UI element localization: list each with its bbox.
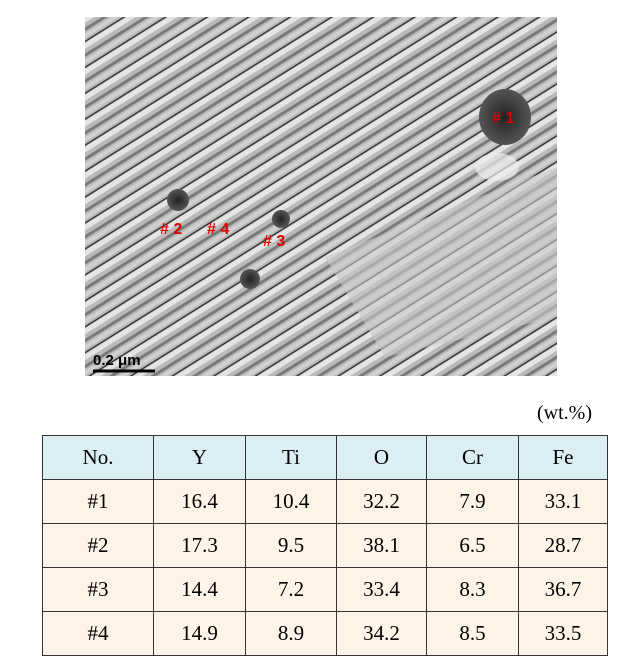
table-cell: 33.1 bbox=[518, 479, 608, 524]
table-cell: 14.9 bbox=[153, 611, 246, 656]
micrograph: # 1 # 2 # 4 # 3 0.2 μm bbox=[85, 17, 557, 376]
point-label: # 2 bbox=[160, 221, 182, 238]
table-cell: 10.4 bbox=[245, 479, 337, 524]
composition-table: No. Y Ti O Cr Fe #1 16.4 10.4 32.2 7.9 33.1 #2 17.3 9… bbox=[42, 435, 608, 656]
header-row: No. Y Ti O Cr Fe bbox=[42, 435, 608, 480]
header-cell: Ti bbox=[245, 435, 337, 480]
table-cell: 33.5 bbox=[518, 611, 608, 656]
table-row: #3 14.4 7.2 33.4 8.3 36.7 bbox=[42, 567, 608, 612]
point-label: # 3 bbox=[263, 233, 285, 250]
header-cell: Fe bbox=[518, 435, 608, 480]
table-cell: 6.5 bbox=[426, 523, 519, 568]
table-cell: 8.5 bbox=[426, 611, 519, 656]
particle-halo bbox=[475, 153, 519, 181]
header-cell: Cr bbox=[426, 435, 519, 480]
point-label: # 4 bbox=[207, 221, 229, 238]
table-cell: 34.2 bbox=[336, 611, 427, 656]
table-cell: #2 bbox=[42, 523, 154, 568]
header-cell: Y bbox=[153, 435, 246, 480]
table-cell: 32.2 bbox=[336, 479, 427, 524]
table-cell: #3 bbox=[42, 567, 154, 612]
table-row: #2 17.3 9.5 38.1 6.5 28.7 bbox=[42, 523, 608, 568]
table-cell: 28.7 bbox=[518, 523, 608, 568]
table-row: #1 16.4 10.4 32.2 7.9 33.1 bbox=[42, 479, 608, 524]
table-row: #4 14.9 8.9 34.2 8.5 33.5 bbox=[42, 611, 608, 656]
table-cell: 38.1 bbox=[336, 523, 427, 568]
table-cell: 17.3 bbox=[153, 523, 246, 568]
grain bbox=[325, 167, 557, 357]
particle bbox=[240, 269, 260, 289]
table-cell: 16.4 bbox=[153, 479, 246, 524]
table-cell: #4 bbox=[42, 611, 154, 656]
table-cell: 36.7 bbox=[518, 567, 608, 612]
table-cell: 8.9 bbox=[245, 611, 337, 656]
table-cell: 33.4 bbox=[336, 567, 427, 612]
table-cell: 8.3 bbox=[426, 567, 519, 612]
table-cell: 7.2 bbox=[245, 567, 337, 612]
particle bbox=[272, 210, 290, 228]
table-cell: 7.9 bbox=[426, 479, 519, 524]
header-cell: O bbox=[336, 435, 427, 480]
table-cell: #1 bbox=[42, 479, 154, 524]
point-label: # 1 bbox=[492, 110, 514, 127]
header-cell: No. bbox=[42, 435, 154, 480]
table-unit: (wt.%) bbox=[537, 402, 592, 424]
table-cell: 9.5 bbox=[245, 523, 337, 568]
scale-bar-label: 0.2 μm bbox=[93, 352, 141, 369]
particle bbox=[479, 89, 531, 145]
particle bbox=[167, 189, 189, 211]
table-cell: 14.4 bbox=[153, 567, 246, 612]
